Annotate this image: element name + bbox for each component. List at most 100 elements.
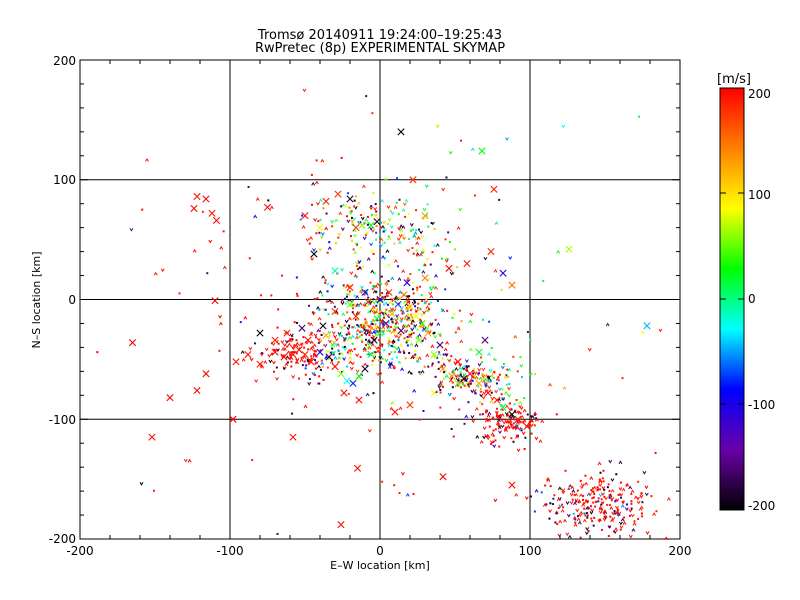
data-point (485, 417, 488, 420)
data-point-x (346, 300, 354, 308)
data-point (354, 335, 359, 340)
data-point (478, 376, 483, 381)
data-point (340, 156, 343, 159)
data-point-x (421, 212, 429, 220)
data-point (399, 319, 404, 324)
data-point (346, 326, 351, 331)
data-point (575, 508, 580, 513)
data-point (370, 343, 373, 346)
data-point (577, 501, 580, 504)
data-point (432, 286, 435, 289)
data-point (493, 370, 496, 373)
data-point (481, 373, 484, 376)
data-point (375, 346, 379, 350)
data-point (376, 319, 379, 322)
data-point (614, 512, 617, 515)
data-point (412, 234, 417, 239)
data-point (416, 286, 419, 289)
data-point (508, 383, 511, 386)
data-point (368, 341, 371, 344)
data-point (398, 406, 403, 410)
data-point (420, 369, 425, 374)
data-point (592, 501, 595, 504)
data-point-x (367, 350, 375, 359)
data-point (557, 533, 562, 538)
data-point (650, 495, 653, 498)
data-point-x (403, 279, 411, 287)
data-point (546, 476, 550, 481)
data-point (589, 511, 594, 515)
data-point (533, 413, 536, 416)
data-point-x (232, 358, 240, 366)
data-point (369, 226, 374, 231)
data-point (407, 317, 410, 320)
data-point (481, 395, 486, 400)
data-point-x (331, 307, 339, 316)
data-point (333, 305, 336, 308)
data-point (364, 322, 367, 325)
data-point (331, 331, 336, 336)
data-point (330, 300, 335, 305)
data-point (352, 217, 357, 221)
data-point (576, 515, 579, 518)
data-point (361, 340, 364, 343)
data-point (588, 492, 593, 497)
data-point (317, 220, 320, 223)
data-point (499, 403, 504, 408)
data-point (411, 281, 414, 284)
data-point (526, 331, 529, 334)
data-point (587, 347, 592, 352)
data-point (456, 326, 461, 331)
data-point (409, 273, 412, 276)
data-point (504, 419, 509, 424)
data-point (602, 480, 605, 483)
data-point-x (263, 203, 272, 211)
data-point (602, 469, 605, 472)
data-point (474, 194, 477, 197)
data-point (414, 355, 419, 360)
data-point (608, 496, 611, 499)
data-point (382, 230, 385, 233)
data-point-x (319, 322, 327, 330)
data-point (574, 521, 577, 524)
data-point (415, 241, 420, 245)
data-point (616, 510, 619, 513)
data-point (315, 159, 318, 162)
data-point-x (397, 128, 405, 136)
data-point (291, 338, 294, 341)
data-point (611, 511, 616, 516)
data-point (358, 305, 361, 308)
data-point (376, 308, 379, 311)
data-point (208, 239, 213, 244)
data-point (248, 257, 251, 260)
data-point (500, 418, 504, 422)
data-point (603, 495, 606, 498)
data-point-x (463, 259, 471, 268)
data-point (408, 238, 411, 241)
data-point (347, 348, 352, 353)
data-point (304, 367, 307, 370)
data-point (399, 333, 402, 336)
data-point (444, 353, 449, 358)
data-point (395, 314, 400, 318)
data-point (422, 207, 427, 212)
data-point (404, 317, 407, 320)
data-point (580, 483, 585, 488)
data-point (362, 348, 367, 353)
data-point (371, 229, 375, 233)
data-point (404, 357, 407, 360)
data-point (517, 427, 522, 431)
data-point (339, 351, 344, 356)
data-point (637, 115, 640, 118)
data-point (498, 416, 501, 419)
data-point (644, 492, 649, 497)
data-point (561, 488, 566, 493)
data-point (406, 344, 409, 347)
data-point (302, 88, 307, 93)
data-point (372, 252, 375, 255)
data-point (622, 521, 627, 525)
data-point (387, 280, 390, 283)
data-point (276, 326, 279, 329)
data-point (599, 507, 602, 510)
data-point (372, 285, 375, 288)
